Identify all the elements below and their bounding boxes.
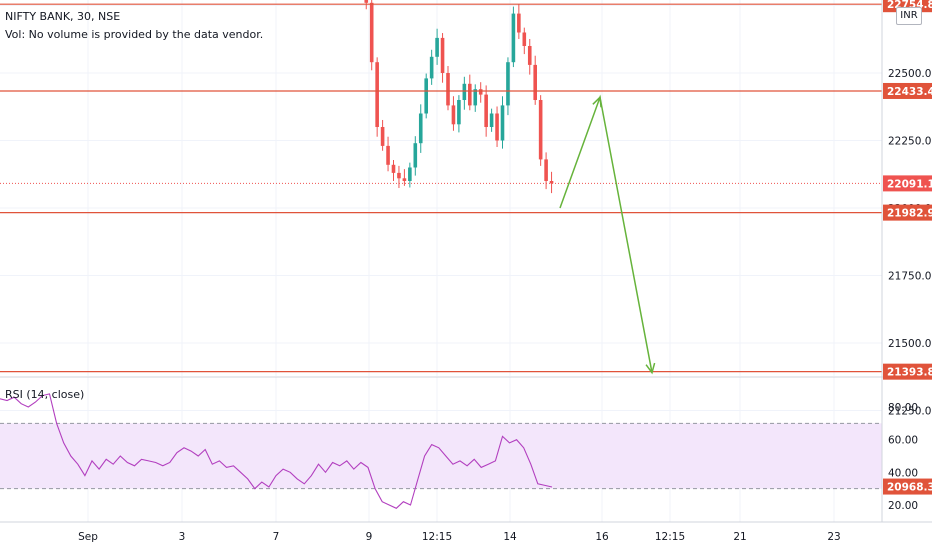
time-tick-label: 9 [366,531,373,543]
candle-body [522,32,527,46]
candle-body [402,178,407,181]
candle-body [457,100,461,125]
candle-body [375,62,379,128]
time-tick-label: 12:15 [422,531,452,543]
level-price-badge-label: 21393.85 [887,367,932,379]
level-price-badge-label: 21982.90 [887,208,932,220]
last-price-badge [883,175,932,192]
price-tick-label: 22500.00 [888,68,932,80]
level-price-badge [883,478,932,495]
rsi-tick-label: 60.00 [888,435,918,447]
candle-body [408,167,412,181]
price-tick-label: 21250.00 [888,406,932,418]
candle-body [440,37,445,73]
candle-body [533,64,537,100]
candle-body [429,56,434,79]
price-tick-label: 22250.00 [888,136,932,148]
price-tick-label: 21500.00 [888,338,932,350]
projection-arrowhead-up [592,95,602,108]
price-tick-label: 21750.00 [888,271,932,283]
candle-body [489,113,494,127]
candle-body [538,100,543,160]
candle-body [527,46,532,65]
candle-body [517,13,521,33]
level-price-badge-label: 20968.33 [887,482,932,494]
time-tick-label: Sep [78,531,98,543]
candle-body [380,127,385,146]
candle-body [364,0,369,3]
rsi-band [0,423,882,489]
level-price-badge [883,363,932,380]
time-tick-label: 16 [595,531,609,543]
candle-body [495,113,499,141]
candle-body [473,89,478,106]
candle-body [451,105,456,125]
candle-body [544,159,548,181]
time-tick-label: 7 [273,531,280,543]
volume-note: Vol: No volume is provided by the data v… [5,28,264,41]
rsi-tick-label: 40.00 [888,467,918,479]
time-tick-label: 23 [827,531,840,543]
candle-body [549,181,554,184]
level-price-badge [883,82,932,99]
candle-body [397,172,401,179]
time-tick-label: 3 [179,531,186,543]
rsi-line [0,393,553,509]
currency-button[interactable]: INR [896,7,922,25]
symbol-legend: NIFTY BANK, 30, NSE [5,10,121,23]
candle-body [484,94,488,127]
time-tick-label: 14 [503,531,517,543]
candle-body [424,78,428,114]
candle-body [418,113,423,144]
last-price-badge-label: 22091.15 [887,178,932,190]
candle-body [511,13,516,63]
level-price-badge-label: 22754.86 [887,0,932,11]
rsi-tick-label: 80.00 [888,402,918,414]
candle-body [435,37,439,57]
candle-body [369,2,374,63]
candle-body [478,89,483,95]
time-tick-label: 21 [733,531,746,543]
candle-body [391,164,396,173]
candle-body [446,73,450,106]
time-tick-label: 12:15 [655,531,685,543]
level-price-badge-label: 22433.44 [887,86,932,98]
candle-body [413,143,418,168]
candle-body [500,105,505,141]
candle-body [468,83,472,106]
level-price-badge [883,204,932,221]
candle-body [462,83,467,100]
rsi-tick-label: 20.00 [888,500,918,512]
candle-body [506,62,510,106]
rsi-legend: RSI (14, close) [5,388,84,401]
projection-arrowhead-down [645,362,656,375]
candle-body [386,145,390,165]
